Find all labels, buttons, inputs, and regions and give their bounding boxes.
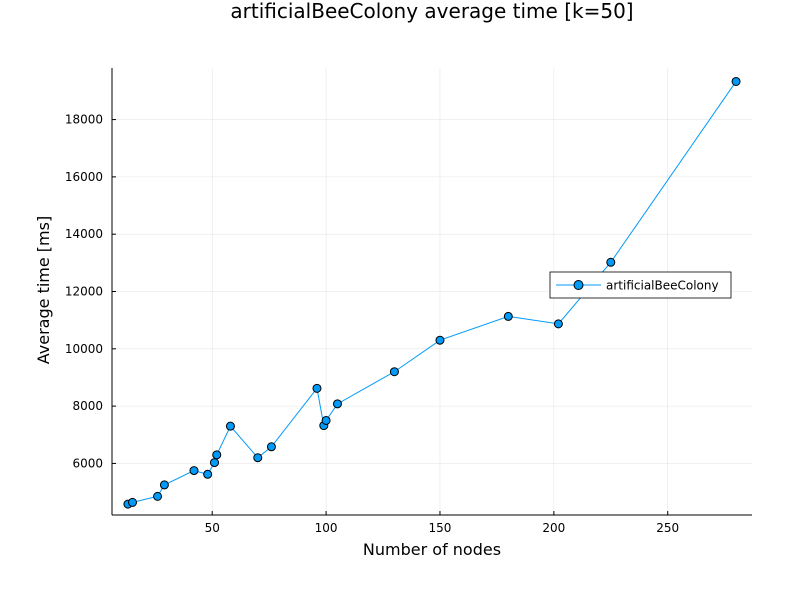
data-point (127, 497, 137, 507)
y-tick-label: 14000 (65, 227, 103, 241)
data-point (203, 469, 213, 479)
data-point (189, 466, 199, 476)
series-group (123, 76, 741, 509)
data-point (266, 442, 276, 452)
ticks: 50 100 150 200 250 6000 8000 10000 12000 14000 160… (65, 113, 679, 535)
data-point (503, 311, 513, 321)
y-axis-label: Average time [ms] (34, 216, 53, 364)
y-tick-label: 12000 (65, 285, 103, 299)
data-point (435, 335, 445, 345)
y-tick-label: 18000 (65, 113, 103, 127)
legend: artificialBeeColony (549, 271, 732, 299)
data-point (159, 480, 169, 490)
legend-marker-swatch (573, 280, 584, 290)
data-point (321, 415, 331, 425)
series-line-group (123, 76, 741, 509)
legend-entry-label: artificialBeeColony (606, 279, 719, 293)
data-point (731, 76, 741, 86)
data-point (553, 319, 563, 329)
x-tick-label: 50 (205, 521, 220, 535)
x-tick-label: 200 (542, 521, 565, 535)
y-tick-label: 6000 (72, 456, 103, 470)
x-tick-label: 100 (315, 521, 338, 535)
data-point (606, 257, 616, 267)
chart-title: artificialBeeColony average time [k=50] (230, 0, 633, 23)
data-point (209, 458, 219, 468)
data-point (389, 367, 399, 377)
data-point (153, 491, 163, 501)
data-point (312, 383, 322, 393)
x-tick-label: 150 (429, 521, 452, 535)
y-tick-label: 16000 (65, 170, 103, 184)
data-point (253, 453, 263, 463)
data-point (332, 399, 342, 409)
x-axis-label: Number of nodes (363, 540, 501, 559)
y-tick-label: 8000 (72, 399, 103, 413)
y-tick-label: 10000 (65, 342, 103, 356)
data-point (212, 450, 222, 460)
data-point (225, 421, 235, 431)
x-tick-label: 250 (656, 521, 679, 535)
